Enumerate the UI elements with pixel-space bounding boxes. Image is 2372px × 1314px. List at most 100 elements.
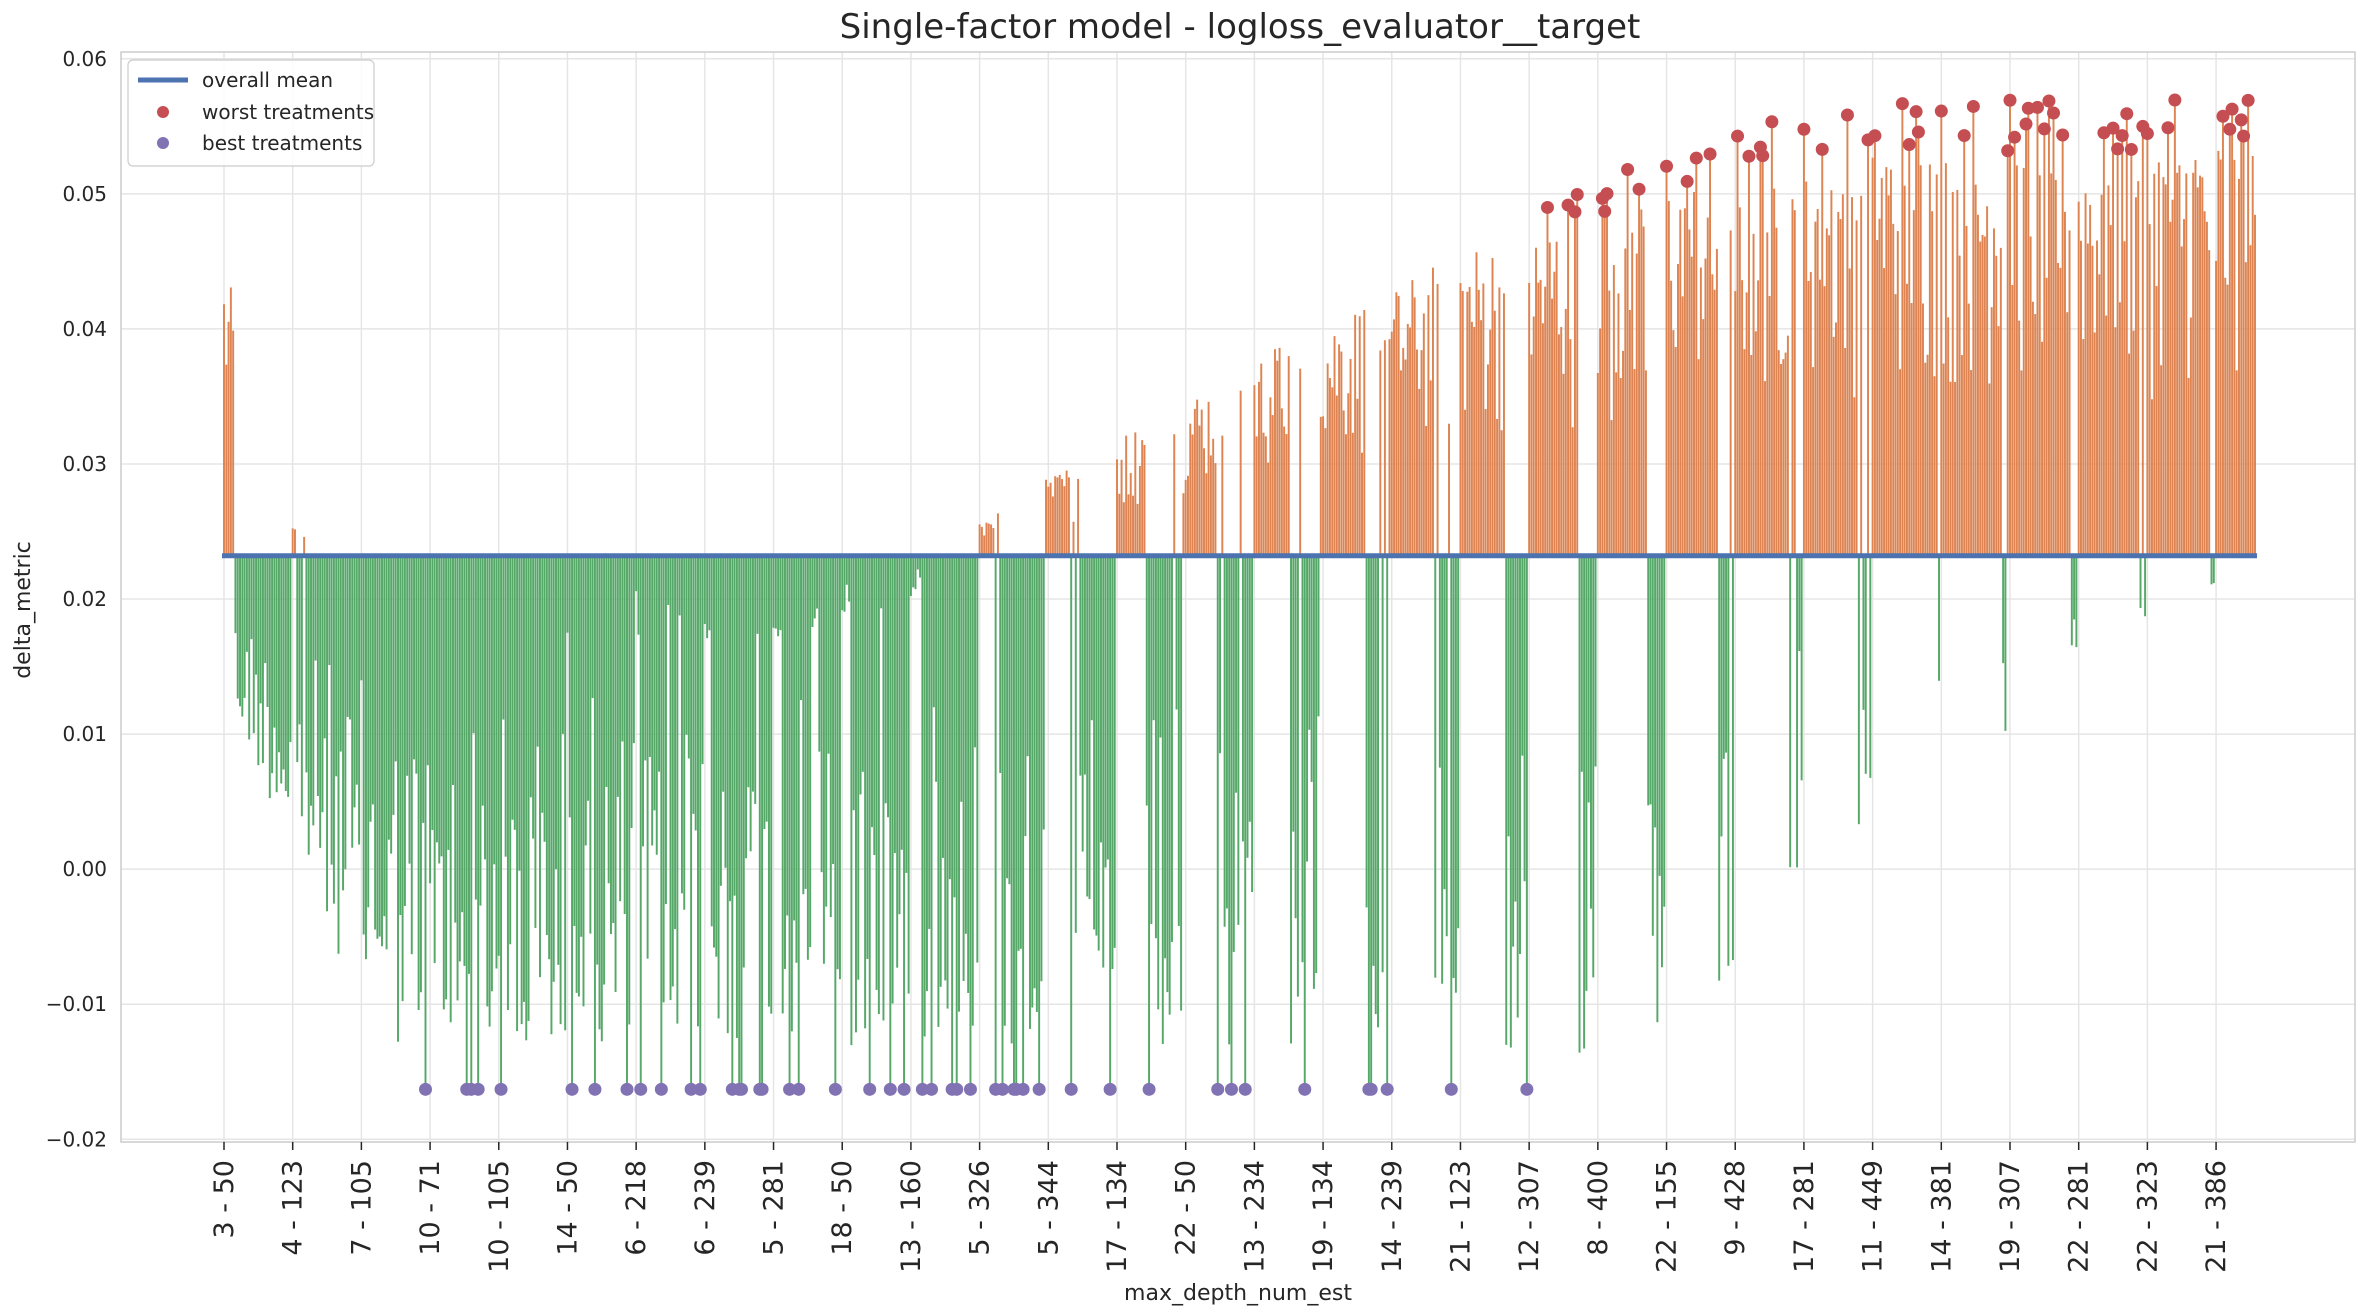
bar bbox=[248, 555, 251, 740]
bar bbox=[827, 555, 830, 754]
bar bbox=[582, 555, 585, 1007]
bar bbox=[2036, 107, 2039, 556]
bar bbox=[1239, 390, 1242, 556]
bar bbox=[2139, 555, 2142, 608]
worst-treatment-point bbox=[2237, 129, 2251, 143]
bar bbox=[1697, 359, 1700, 556]
bar bbox=[1777, 350, 1780, 556]
bar bbox=[1241, 555, 1244, 842]
bar bbox=[1070, 555, 1073, 1090]
bar bbox=[236, 555, 239, 699]
bar bbox=[307, 555, 310, 855]
bar bbox=[323, 555, 326, 739]
bar bbox=[1264, 436, 1267, 556]
bar bbox=[777, 555, 780, 637]
bar bbox=[534, 555, 537, 928]
bar bbox=[1374, 555, 1377, 1015]
bar bbox=[1686, 181, 1689, 556]
bar bbox=[351, 555, 354, 848]
bar bbox=[426, 555, 429, 766]
bar bbox=[1761, 155, 1764, 556]
bar bbox=[387, 555, 390, 840]
bar bbox=[2054, 179, 2057, 556]
x-tick-labels: 3 - 50 4 - 123 7 - 105 10 - 71 10 - 105 14 - … bbox=[209, 1142, 2232, 1273]
bar bbox=[2189, 317, 2192, 556]
bar bbox=[294, 529, 296, 556]
bar bbox=[1878, 218, 1881, 556]
bar bbox=[2226, 284, 2229, 556]
bar bbox=[390, 555, 393, 854]
bar bbox=[1269, 397, 1272, 556]
bar bbox=[1951, 191, 1954, 556]
bar bbox=[717, 555, 720, 1019]
bar bbox=[676, 555, 679, 1024]
bar bbox=[1635, 253, 1638, 556]
bar bbox=[1308, 555, 1311, 730]
x-tick-label: 3 - 50 bbox=[209, 1160, 240, 1238]
bar bbox=[1832, 336, 1835, 556]
bar bbox=[726, 555, 729, 1034]
bar bbox=[1775, 227, 1778, 556]
bar bbox=[1608, 290, 1611, 556]
bar bbox=[1443, 555, 1446, 890]
bar bbox=[1015, 555, 1018, 1090]
bar bbox=[314, 555, 317, 661]
bar bbox=[2254, 214, 2256, 556]
bar bbox=[854, 555, 857, 1033]
bar bbox=[369, 555, 372, 822]
bar bbox=[836, 555, 839, 970]
bar bbox=[1145, 555, 1148, 806]
bar bbox=[816, 555, 819, 609]
worst-treatment-point bbox=[1911, 125, 1925, 139]
bar bbox=[2043, 128, 2046, 556]
bar bbox=[2082, 339, 2085, 556]
worst-treatment-point bbox=[2056, 128, 2070, 142]
bar bbox=[2121, 135, 2124, 556]
bar bbox=[779, 555, 782, 631]
bar bbox=[266, 555, 269, 707]
y-tick-label: 0.00 bbox=[62, 857, 107, 881]
bar bbox=[1383, 340, 1386, 556]
worst-treatment-point bbox=[2001, 144, 2015, 158]
bar bbox=[1963, 135, 1966, 556]
bar bbox=[1138, 465, 1141, 556]
bar bbox=[410, 555, 413, 955]
bar bbox=[1615, 372, 1618, 556]
x-tick-label: 14 - 50 bbox=[552, 1160, 583, 1256]
bar bbox=[616, 555, 619, 797]
bar bbox=[413, 555, 416, 760]
bar bbox=[1257, 381, 1260, 556]
bar bbox=[495, 555, 498, 969]
bar bbox=[1150, 555, 1153, 925]
worst-treatment-point bbox=[2168, 93, 2182, 107]
x-tick-label: 5 - 281 bbox=[759, 1160, 790, 1256]
bar bbox=[2231, 109, 2234, 556]
bar bbox=[1596, 372, 1599, 556]
bar bbox=[2221, 116, 2224, 556]
bar bbox=[2196, 187, 2199, 556]
bar bbox=[2116, 148, 2119, 556]
x-tick-label: 7 - 105 bbox=[346, 1160, 377, 1256]
bar bbox=[433, 555, 436, 964]
bar bbox=[994, 555, 997, 1090]
bar bbox=[580, 555, 583, 937]
bar bbox=[1498, 287, 1501, 556]
worst-treatment-point bbox=[1895, 97, 1909, 111]
bar bbox=[1997, 326, 2000, 556]
bar bbox=[1887, 195, 1890, 556]
bar bbox=[996, 513, 999, 556]
bar bbox=[536, 555, 539, 747]
worst-treatment-point bbox=[2241, 93, 2255, 107]
worst-treatment-point bbox=[2042, 94, 2056, 108]
bar bbox=[1560, 327, 1563, 556]
bar bbox=[1033, 555, 1036, 989]
bar bbox=[658, 555, 661, 772]
best-treatment-point bbox=[588, 1082, 602, 1096]
bar bbox=[321, 555, 324, 813]
bar bbox=[571, 555, 574, 1090]
bar bbox=[820, 555, 823, 873]
bar bbox=[1532, 316, 1535, 556]
worst-treatment-point bbox=[2008, 130, 2022, 144]
worst-treatment-point bbox=[1765, 115, 1779, 129]
bar bbox=[1674, 346, 1677, 556]
